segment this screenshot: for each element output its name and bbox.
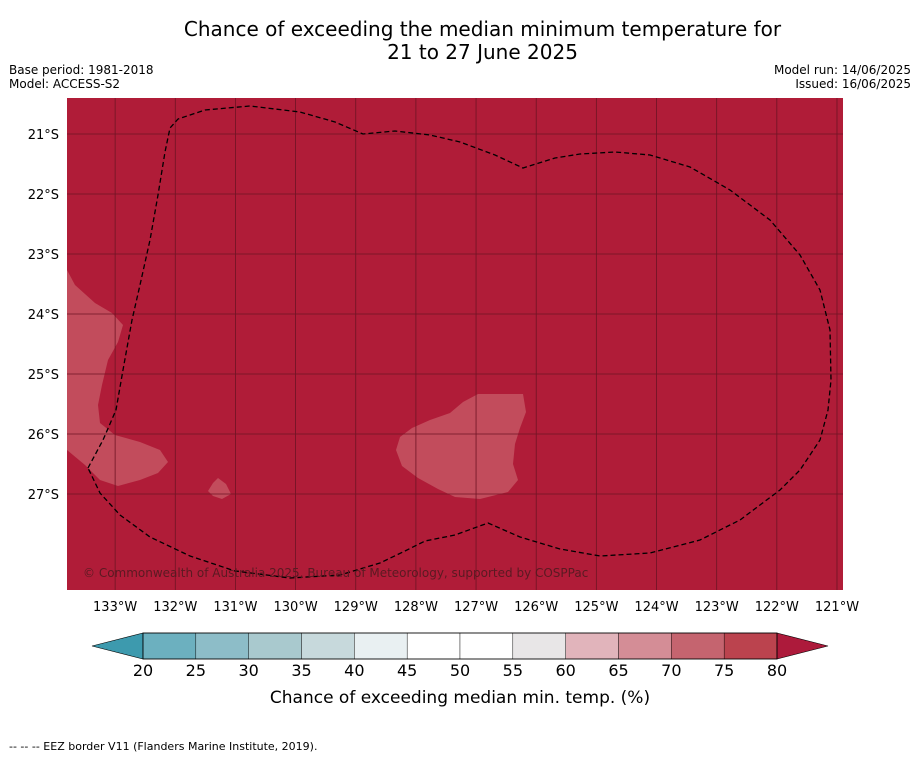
- colorbar-tick-label: 55: [503, 661, 523, 680]
- colorbar-extend-low: [91, 632, 144, 660]
- colorbar-tick-label: 75: [714, 661, 734, 680]
- base-period: Base period: 1981-2018: [9, 63, 154, 77]
- colorbar-segment: [195, 632, 249, 660]
- map-grid: [67, 98, 843, 590]
- colorbar-outline: [142, 632, 778, 660]
- colorbar-tick-label: 50: [450, 661, 470, 680]
- lon-tick-label: 133°W: [93, 600, 137, 615]
- colorbar-tick-label: 25: [186, 661, 206, 680]
- colorbar-tick-label: 40: [344, 661, 364, 680]
- patch-west-small: [67, 345, 77, 385]
- colorbar-segment: [618, 632, 672, 660]
- colorbar-tick-label: 70: [661, 661, 681, 680]
- lon-tick-label: 129°W: [334, 600, 378, 615]
- lon-tick-label: 132°W: [153, 600, 197, 615]
- lat-tick-label: 26°S: [28, 428, 59, 443]
- patch-west-north: [67, 270, 168, 486]
- lon-tick-label: 124°W: [634, 600, 678, 615]
- probability-patches: [67, 270, 526, 499]
- chart-title: Chance of exceeding the median minimum t…: [183, 17, 782, 64]
- colorbar-segment: [671, 632, 725, 660]
- colorbar-tick-label: 80: [767, 661, 787, 680]
- lon-tick-label: 130°W: [274, 600, 318, 615]
- colorbar: [91, 632, 829, 660]
- lon-tick-label: 128°W: [394, 600, 438, 615]
- colorbar-tick-labels: 20 25 30 35 40 45 50 55 60 65 70 75 80: [133, 661, 787, 680]
- map-background: [67, 98, 843, 590]
- lat-tick-label: 23°S: [28, 248, 59, 263]
- lon-tick-label: 131°W: [213, 600, 257, 615]
- colorbar-segment: [354, 632, 408, 660]
- patch-central: [396, 394, 526, 499]
- model-name: Model: ACCESS-S2: [9, 77, 121, 91]
- model-run: Model run: 14/06/2025: [773, 63, 911, 77]
- colorbar-segment: [142, 632, 197, 660]
- colorbar-segment: [248, 632, 302, 660]
- meta-left: Base period: 1981-2018 Model: ACCESS-S2: [9, 63, 154, 91]
- longitude-tick-labels: 133°W 132°W 131°W 130°W 129°W 128°W 127°W 126°W…: [93, 600, 859, 615]
- lon-tick-label: 122°W: [755, 600, 799, 615]
- colorbar-extend-high: [776, 632, 829, 660]
- colorbar-segment: [565, 632, 619, 660]
- lon-tick-label: 126°W: [514, 600, 558, 615]
- latitude-tick-labels: 21°S 22°S 23°S 24°S 25°S 26°S 27°S: [28, 128, 59, 503]
- colorbar-segment: [512, 632, 566, 660]
- lat-tick-label: 24°S: [28, 308, 59, 323]
- copyright-notice: © Commonwealth of Australia 2025, Bureau…: [83, 566, 588, 580]
- colorbar-tick-label: 35: [291, 661, 311, 680]
- lon-tick-label: 121°W: [815, 600, 859, 615]
- eez-footnote: -- -- -- EEZ border V11 (Flanders Marine…: [9, 740, 318, 753]
- lat-tick-label: 22°S: [28, 188, 59, 203]
- lat-tick-label: 27°S: [28, 488, 59, 503]
- colorbar-tick-label: 45: [397, 661, 417, 680]
- meta-right: Model run: 14/06/2025 Issued: 16/06/2025: [774, 63, 911, 91]
- colorbar-label: Chance of exceeding median min. temp. (%…: [270, 688, 650, 708]
- map-panel: © Commonwealth of Australia 2025, Bureau…: [67, 98, 843, 590]
- lat-tick-label: 25°S: [28, 368, 59, 383]
- colorbar-segment: [459, 632, 514, 660]
- lon-tick-label: 127°W: [454, 600, 498, 615]
- lon-tick-label: 123°W: [695, 600, 739, 615]
- colorbar-segment: [723, 632, 778, 660]
- colorbar-tick-label: 20: [133, 661, 153, 680]
- colorbar-segment: [301, 632, 355, 660]
- eez-border: [87, 105, 832, 579]
- colorbar-tick-label: 65: [608, 661, 628, 680]
- colorbar-segment: [406, 632, 461, 660]
- lat-tick-label: 21°S: [28, 128, 59, 143]
- issued-date: Issued: 16/06/2025: [795, 77, 911, 91]
- colorbar-tick-label: 30: [238, 661, 258, 680]
- colorbar-tick-label: 60: [555, 661, 575, 680]
- lon-tick-label: 125°W: [574, 600, 618, 615]
